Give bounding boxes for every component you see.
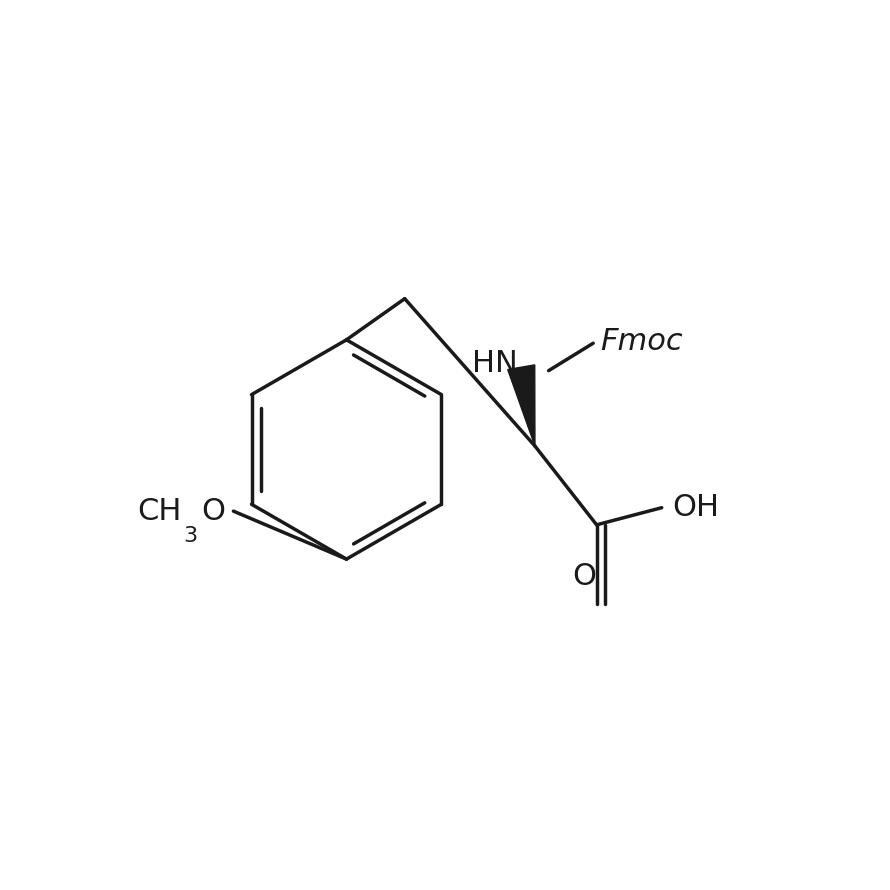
Polygon shape xyxy=(507,365,535,446)
Text: O: O xyxy=(572,562,596,591)
Text: Fmoc: Fmoc xyxy=(600,328,683,356)
Text: OH: OH xyxy=(672,493,719,522)
Text: O: O xyxy=(201,497,225,526)
Text: HN: HN xyxy=(472,349,518,378)
Text: CH: CH xyxy=(138,497,182,526)
Text: 3: 3 xyxy=(183,526,198,546)
